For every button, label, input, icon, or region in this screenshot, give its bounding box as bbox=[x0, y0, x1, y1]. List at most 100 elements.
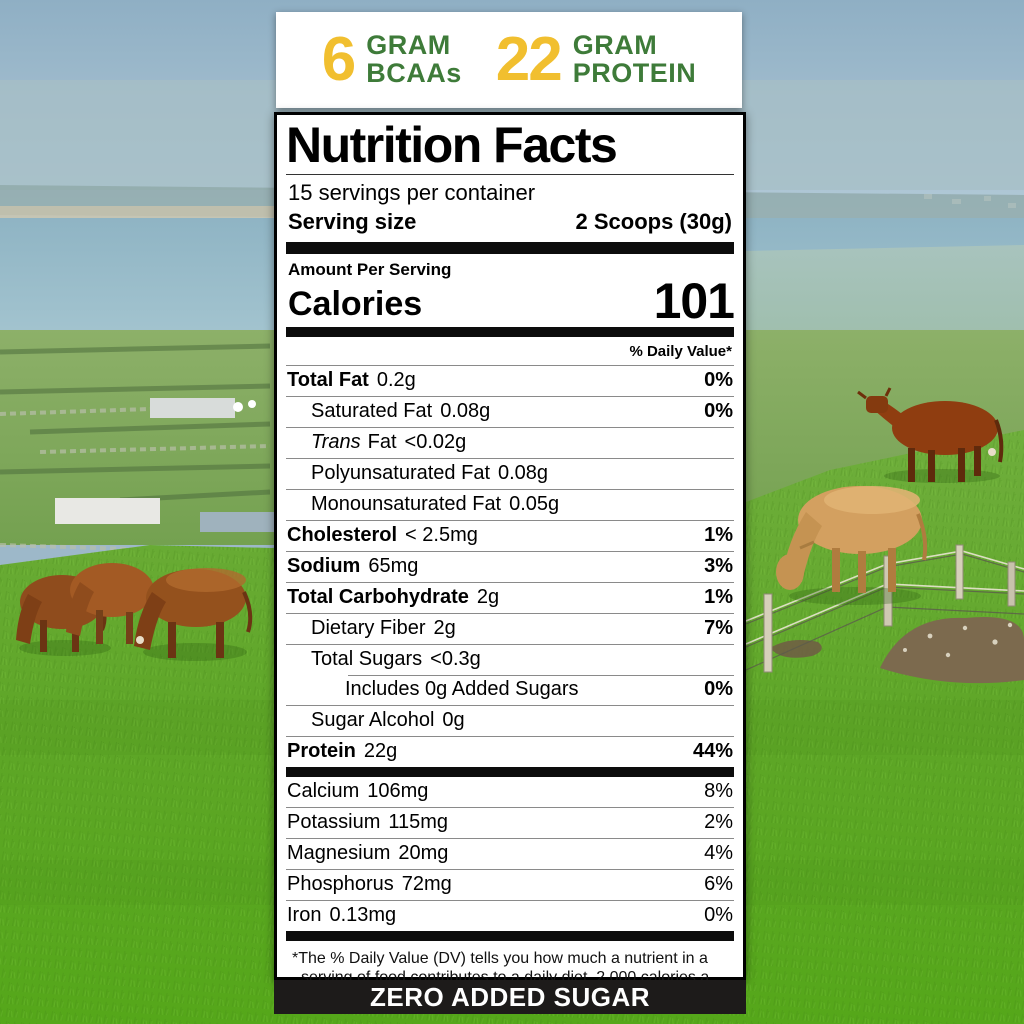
nutrient-amount: <0.3g bbox=[430, 647, 481, 670]
nutrient-row: Iron 0.13mg 0% bbox=[286, 899, 734, 931]
protein-label: GRAM PROTEIN bbox=[573, 32, 697, 87]
nutrient-amount: 0.2g bbox=[376, 368, 416, 391]
nutrient-name: Sugar Alcohol bbox=[311, 708, 435, 731]
nutrient-amount: <0.02g bbox=[404, 430, 467, 453]
nutrient-amount: < 2.5mg bbox=[405, 523, 478, 546]
nutrient-row: Saturated Fat 0.08g 0% bbox=[286, 395, 734, 427]
servings-per-container: 15 servings per container bbox=[288, 180, 536, 205]
nutrient-amount: 2g bbox=[433, 616, 456, 639]
divider-medium bbox=[286, 326, 734, 337]
nutrient-name: Potassium bbox=[287, 810, 381, 833]
nutrient-name: Iron bbox=[287, 903, 322, 926]
fence-post bbox=[763, 593, 773, 673]
nutrient-daily-value: 3% bbox=[704, 554, 733, 577]
nutrient-daily-value: 1% bbox=[704, 523, 733, 546]
nutrient-row: Calcium 106mg 8% bbox=[286, 777, 734, 807]
divider-thick bbox=[286, 242, 734, 254]
nutrient-amount: 115mg bbox=[388, 810, 449, 833]
cow-grazing-2 bbox=[66, 563, 154, 644]
hedgerows bbox=[0, 343, 271, 503]
nutrient-daily-value: 7% bbox=[704, 616, 733, 639]
nutrient-name: Polyunsaturated Fat bbox=[311, 461, 490, 484]
farm-buildings-left bbox=[55, 398, 280, 532]
nutrient-name: Total Sugars bbox=[311, 647, 423, 670]
nutrient-row: Total Carbohydrate 2g 1% bbox=[286, 581, 734, 613]
nutrient-name: Saturated Fat bbox=[311, 399, 433, 422]
nutrient-row: Sodium 65mg 3% bbox=[286, 550, 734, 582]
bcaa-label-line2: BCAAs bbox=[366, 57, 462, 88]
nutrient-row: Polyunsaturated Fat 0.08g bbox=[286, 457, 734, 489]
nutrient-row: Cholesterol < 2.5mg 1% bbox=[286, 519, 734, 551]
nutrient-daily-value: 0% bbox=[704, 903, 733, 926]
nutrient-row: Protein 22g 44% bbox=[286, 735, 734, 767]
nutrient-name-italic-prefix: Trans bbox=[311, 430, 361, 453]
protein-label-line2: PROTEIN bbox=[572, 57, 697, 88]
mineral-rows: Calcium 106mg 8% Potassium 115mg 2% Magnes… bbox=[286, 777, 734, 931]
divider-medium bbox=[286, 766, 734, 777]
nutrient-name: Magnesium bbox=[287, 841, 391, 864]
nutrition-label: Nutrition Facts 15 servings per containe… bbox=[274, 112, 746, 1006]
divider-medium bbox=[286, 930, 734, 941]
nutrient-row: Magnesium 20mg 4% bbox=[286, 837, 734, 869]
fence-post bbox=[955, 544, 964, 600]
nutrient-name: Dietary Fiber bbox=[311, 616, 426, 639]
calories-label: Calories bbox=[288, 284, 423, 323]
nutrient-daily-value: 2% bbox=[704, 810, 733, 833]
amount-per-serving: Amount Per Serving bbox=[288, 260, 452, 279]
top-banner: 6 GRAM BCAAs 22 GRAM PROTEIN bbox=[276, 12, 742, 108]
nutrient-rows: Total Fat 0.2g 0% Saturated Fat 0.08g 0% T… bbox=[286, 366, 734, 767]
nutrient-name: Sodium bbox=[287, 554, 361, 577]
nutrient-daily-value: 0% bbox=[704, 399, 733, 422]
nutrient-row: Dietary Fiber 2g 7% bbox=[286, 612, 734, 644]
calories-value: 101 bbox=[653, 273, 735, 329]
nutrient-row: Total Fat 0.2g 0% bbox=[286, 366, 734, 396]
nutrient-row: Sugar Alcohol 0g bbox=[286, 704, 734, 736]
nutrient-row: Monounsaturated Fat 0.05g bbox=[286, 488, 734, 520]
nutrient-name: Fat bbox=[367, 430, 397, 453]
nutrition-title: Nutrition Facts bbox=[286, 119, 734, 175]
nutrient-name: Phosphorus bbox=[287, 872, 394, 895]
nutrient-amount: 22g bbox=[363, 739, 398, 762]
nutrient-amount: 0.05g bbox=[509, 492, 560, 515]
nutrient-row: Potassium 115mg 2% bbox=[286, 806, 734, 838]
nutrient-amount: 2g bbox=[476, 585, 500, 608]
serving-size-value: 2 Scoops (30g) bbox=[575, 209, 732, 234]
nutrient-row: Includes 0g Added Sugars 0% bbox=[286, 674, 734, 705]
nutrient-name: Monounsaturated Fat bbox=[311, 492, 502, 515]
nutrient-amount: 65mg bbox=[368, 554, 419, 577]
protein-label-line1: GRAM bbox=[572, 30, 658, 61]
claim-bar: ZERO ADDED SUGAR bbox=[274, 980, 746, 1014]
nutrient-daily-value: 44% bbox=[692, 739, 733, 762]
nutrient-name: Protein bbox=[287, 739, 356, 762]
nutrient-row: Phosphorus 72mg 6% bbox=[286, 868, 734, 900]
cow-standing-right bbox=[857, 387, 1004, 483]
nutrient-daily-value: 0% bbox=[704, 368, 733, 391]
serving-size-row: Serving size 2 Scoops (30g) bbox=[286, 207, 734, 242]
bcaa-label-line1: GRAM bbox=[366, 30, 451, 61]
nutrient-amount: 0.13mg bbox=[329, 903, 397, 926]
claim-text: ZERO ADDED SUGAR bbox=[369, 981, 651, 1012]
nutrient-name: Calcium bbox=[287, 779, 360, 802]
bcaa-stat: 6 GRAM BCAAs bbox=[322, 29, 462, 91]
nutrient-daily-value: 8% bbox=[704, 779, 733, 802]
cow-grazing-3 bbox=[134, 568, 253, 658]
nutrient-name: Includes 0g Added Sugars bbox=[345, 677, 579, 700]
nutrient-name: Total Carbohydrate bbox=[287, 585, 469, 608]
nutrient-amount: 72mg bbox=[401, 872, 452, 895]
protein-value: 22 bbox=[495, 25, 563, 95]
nutrient-daily-value: 6% bbox=[704, 872, 733, 895]
nutrient-amount: 0.08g bbox=[440, 399, 491, 422]
nutrient-row: Trans Fat <0.02g bbox=[286, 426, 734, 458]
nutrient-amount: 0.08g bbox=[498, 461, 549, 484]
bcaa-label: GRAM BCAAs bbox=[366, 32, 462, 87]
nutrient-daily-value: 4% bbox=[704, 841, 733, 864]
nutrient-name: Total Fat bbox=[287, 368, 369, 391]
grazing-cows-left bbox=[16, 563, 253, 661]
nutrient-amount: 106mg bbox=[367, 779, 429, 802]
nutrient-name: Cholesterol bbox=[287, 523, 398, 546]
calories-row: Calories 101 bbox=[286, 273, 735, 329]
protein-stat: 22 GRAM PROTEIN bbox=[495, 25, 697, 95]
daily-value-header: % Daily Value* bbox=[286, 337, 734, 366]
cow-grazing-right bbox=[776, 486, 928, 605]
